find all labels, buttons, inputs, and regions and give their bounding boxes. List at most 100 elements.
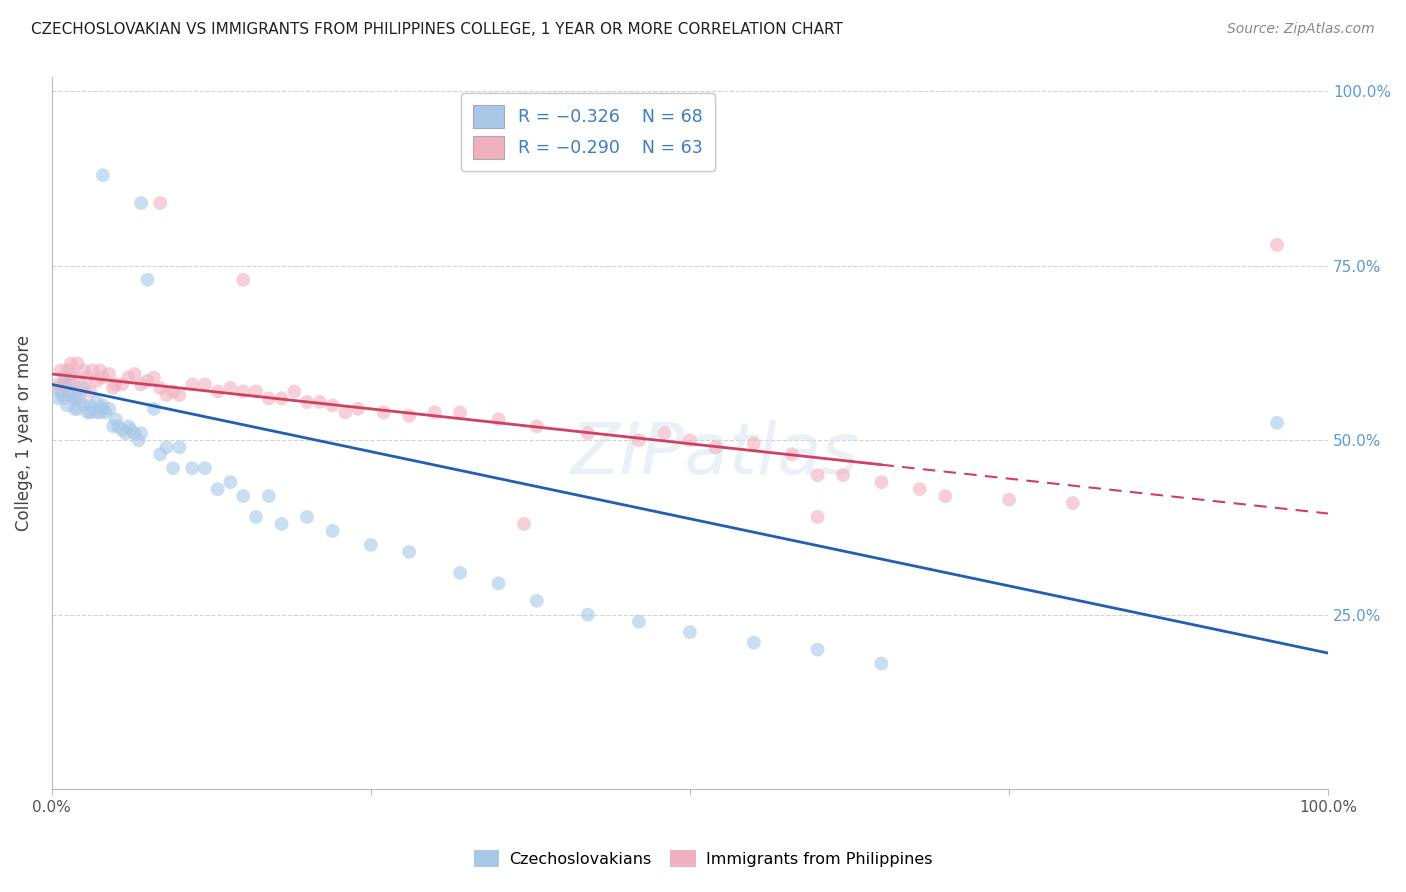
Point — [128, 434, 150, 448]
Point — [53, 377, 76, 392]
Point — [806, 510, 828, 524]
Point — [69, 392, 91, 406]
Point — [335, 405, 357, 419]
Point — [449, 405, 471, 419]
Text: CZECHOSLOVAKIAN VS IMMIGRANTS FROM PHILIPPINES COLLEGE, 1 YEAR OR MORE CORRELATI: CZECHOSLOVAKIAN VS IMMIGRANTS FROM PHILI… — [31, 22, 842, 37]
Point — [207, 482, 229, 496]
Point — [124, 426, 146, 441]
Point — [934, 489, 956, 503]
Point — [73, 363, 96, 377]
Point — [46, 377, 69, 392]
Point — [322, 398, 344, 412]
Point — [101, 381, 124, 395]
Point — [91, 370, 114, 384]
Point — [56, 363, 79, 377]
Point — [308, 395, 330, 409]
Point — [194, 461, 217, 475]
Point — [82, 363, 104, 377]
Point — [488, 412, 510, 426]
Point — [232, 273, 254, 287]
Point — [66, 401, 89, 416]
Point — [91, 401, 114, 416]
Point — [46, 392, 69, 406]
Point — [129, 426, 152, 441]
Point — [63, 370, 86, 384]
Point — [576, 426, 599, 441]
Point — [232, 384, 254, 399]
Point — [219, 475, 242, 490]
Point — [53, 370, 76, 384]
Point — [63, 392, 86, 406]
Point — [86, 374, 108, 388]
Point — [63, 401, 86, 416]
Point — [49, 384, 72, 399]
Point — [46, 381, 69, 395]
Point — [219, 381, 242, 395]
Point — [679, 625, 702, 640]
Point — [76, 370, 98, 384]
Point — [56, 398, 79, 412]
Point — [111, 377, 134, 392]
Point — [89, 363, 111, 377]
Point — [295, 510, 318, 524]
Point — [194, 377, 217, 392]
Point — [654, 426, 676, 441]
Point — [870, 475, 893, 490]
Point — [58, 388, 80, 402]
Legend: R = −0.326    N = 68, R = −0.290    N = 63: R = −0.326 N = 68, R = −0.290 N = 63 — [461, 94, 714, 171]
Point — [79, 405, 101, 419]
Point — [1265, 416, 1288, 430]
Point — [91, 398, 114, 412]
Point — [89, 405, 111, 419]
Point — [704, 440, 727, 454]
Point — [79, 384, 101, 399]
Point — [449, 566, 471, 580]
Point — [114, 426, 136, 441]
Point — [91, 168, 114, 182]
Point — [322, 524, 344, 538]
Point — [398, 409, 420, 423]
Point — [82, 401, 104, 416]
Point — [742, 436, 765, 450]
Point — [59, 367, 82, 381]
Point — [101, 419, 124, 434]
Point — [181, 461, 204, 475]
Point — [347, 401, 370, 416]
Point — [526, 419, 548, 434]
Point — [86, 395, 108, 409]
Point — [207, 384, 229, 399]
Point — [73, 381, 96, 395]
Point — [232, 489, 254, 503]
Point — [156, 440, 179, 454]
Point — [295, 395, 318, 409]
Point — [257, 392, 280, 406]
Point — [53, 377, 76, 392]
Point — [488, 576, 510, 591]
Point — [908, 482, 931, 496]
Point — [679, 434, 702, 448]
Point — [129, 196, 152, 211]
Point — [59, 377, 82, 392]
Y-axis label: College, 1 year or more: College, 1 year or more — [15, 335, 32, 532]
Point — [1265, 238, 1288, 252]
Point — [117, 370, 139, 384]
Point — [373, 405, 395, 419]
Point — [120, 423, 142, 437]
Point — [526, 593, 548, 607]
Point — [283, 384, 305, 399]
Point — [576, 607, 599, 622]
Point — [142, 401, 165, 416]
Point — [66, 357, 89, 371]
Point — [423, 405, 446, 419]
Point — [806, 468, 828, 483]
Point — [270, 392, 292, 406]
Point — [627, 615, 650, 629]
Point — [627, 434, 650, 448]
Point — [245, 510, 267, 524]
Point — [53, 392, 76, 406]
Point — [66, 392, 89, 406]
Point — [870, 657, 893, 671]
Point — [513, 516, 536, 531]
Text: Source: ZipAtlas.com: Source: ZipAtlas.com — [1227, 22, 1375, 37]
Point — [149, 447, 172, 461]
